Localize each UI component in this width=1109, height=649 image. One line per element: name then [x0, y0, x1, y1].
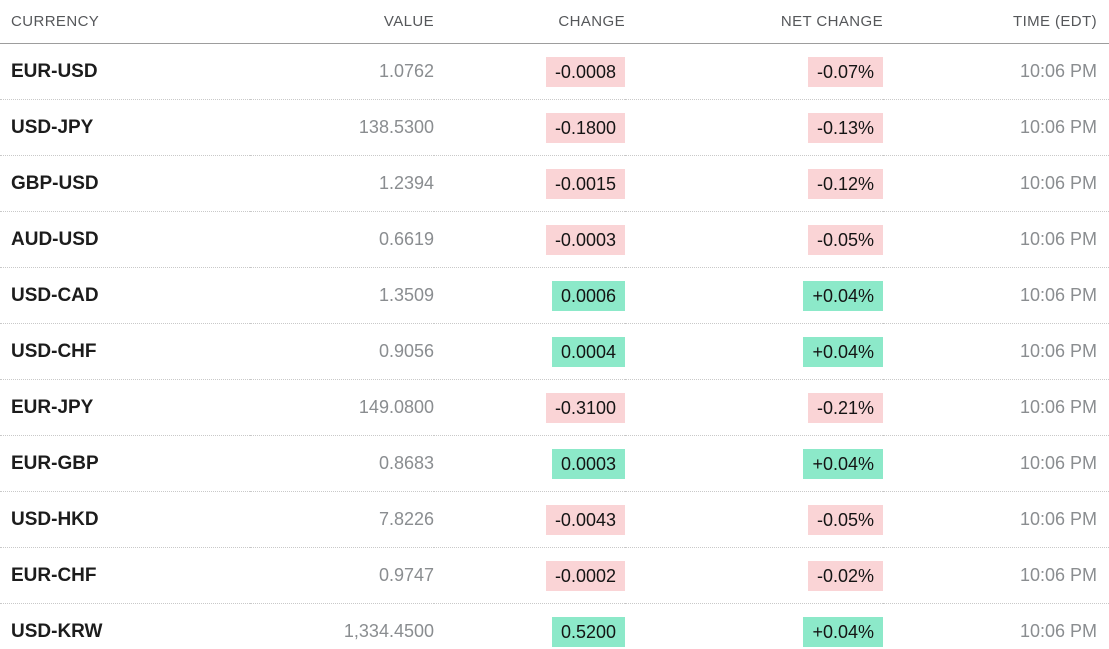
net-change-badge: -0.05% — [807, 224, 883, 255]
currency-pair-link[interactable]: EUR-CHF — [0, 547, 250, 604]
currency-pair-link[interactable]: USD-HKD — [0, 491, 250, 548]
net-change-badge: -0.05% — [807, 504, 883, 535]
change-cell: 0.0004 — [434, 323, 625, 380]
net-change-cell: -0.13% — [625, 99, 883, 156]
currency-pair-link[interactable]: EUR-GBP — [0, 435, 250, 492]
change-badge: 0.5200 — [551, 616, 625, 647]
net-change-cell: +0.04% — [625, 267, 883, 324]
value-cell: 1,334.4500 — [343, 621, 434, 641]
net-change-cell: +0.04% — [625, 604, 883, 649]
net-change-cell: -0.21% — [625, 379, 883, 436]
change-badge: -0.0008 — [545, 56, 625, 87]
currency-pair-link[interactable]: USD-CHF — [0, 323, 250, 380]
table-row: EUR-USD 1.0762 -0.0008 -0.07% 10:06 PM — [0, 43, 1109, 100]
change-cell: -0.1800 — [434, 99, 625, 156]
change-cell: 0.5200 — [434, 604, 625, 649]
net-change-badge: +0.04% — [803, 280, 883, 311]
column-header-time: TIME (EDT) — [883, 0, 1109, 44]
net-change-cell: -0.12% — [625, 155, 883, 212]
currency-pair-link[interactable]: GBP-USD — [0, 155, 250, 212]
net-change-badge: -0.07% — [807, 56, 883, 87]
time-cell: 10:06 PM — [883, 491, 1109, 548]
change-badge: 0.0004 — [551, 336, 625, 367]
currency-pair-link[interactable]: EUR-USD — [0, 43, 250, 100]
column-header-currency: CURRENCY — [0, 0, 250, 44]
table-header: CURRENCY VALUE CHANGE NET CHANGE TIME (EDT) — [0, 0, 1109, 44]
change-badge: -0.3100 — [545, 392, 625, 423]
table-row: AUD-USD 0.6619 -0.0003 -0.05% 10:06 PM — [0, 211, 1109, 268]
net-change-cell: -0.05% — [625, 211, 883, 268]
change-cell: 0.0006 — [434, 267, 625, 324]
net-change-badge: -0.12% — [807, 168, 883, 199]
table-row: USD-CAD 1.3509 0.0006 +0.04% 10:06 PM — [0, 267, 1109, 324]
time-cell: 10:06 PM — [883, 43, 1109, 100]
column-header-change: CHANGE — [434, 0, 625, 44]
table-row: USD-CHF 0.9056 0.0004 +0.04% 10:06 PM — [0, 323, 1109, 380]
currency-pair-link[interactable]: AUD-USD — [0, 211, 250, 268]
table-row: EUR-JPY 149.0800 -0.3100 -0.21% 10:06 PM — [0, 379, 1109, 436]
change-cell: -0.0003 — [434, 211, 625, 268]
time-cell: 10:06 PM — [883, 435, 1109, 492]
currency-pair-link[interactable]: USD-KRW — [11, 620, 103, 642]
net-change-badge: -0.13% — [807, 112, 883, 143]
time-cell: 10:06 PM — [883, 547, 1109, 604]
table-row: USD-JPY 138.5300 -0.1800 -0.13% 10:06 PM — [0, 99, 1109, 156]
time-cell: 10:06 PM — [883, 155, 1109, 212]
net-change-cell: -0.02% — [625, 547, 883, 604]
currency-pair-link[interactable]: EUR-JPY — [0, 379, 250, 436]
change-badge: 0.0006 — [551, 280, 625, 311]
value-cell: 1.2394 — [250, 155, 434, 212]
time-cell: 10:06 PM — [1019, 621, 1097, 641]
change-cell: -0.0008 — [434, 43, 625, 100]
column-header-net_change: NET CHANGE — [625, 0, 883, 44]
currency-pair-link[interactable]: USD-JPY — [0, 99, 250, 156]
table-row: USD-HKD 7.8226 -0.0043 -0.05% 10:06 PM — [0, 491, 1109, 548]
change-badge: -0.1800 — [545, 112, 625, 143]
header-row: CURRENCY VALUE CHANGE NET CHANGE TIME (EDT) — [0, 0, 1109, 44]
change-cell: -0.0043 — [434, 491, 625, 548]
net-change-cell: -0.07% — [625, 43, 883, 100]
change-cell: -0.0015 — [434, 155, 625, 212]
time-cell: 10:06 PM — [883, 323, 1109, 380]
net-change-cell: +0.04% — [625, 323, 883, 380]
net-change-cell: +0.04% — [625, 435, 883, 492]
change-badge: -0.0043 — [545, 504, 625, 535]
currency-pair-link[interactable]: USD-CAD — [0, 267, 250, 324]
value-cell: 1.3509 — [250, 267, 434, 324]
value-cell: 1.0762 — [250, 43, 434, 100]
change-badge: 0.0003 — [551, 448, 625, 479]
time-cell: 10:06 PM — [883, 267, 1109, 324]
value-cell: 0.8683 — [250, 435, 434, 492]
value-cell: 0.9747 — [250, 547, 434, 604]
value-cell: 7.8226 — [250, 491, 434, 548]
net-change-badge: +0.04% — [803, 616, 883, 647]
net-change-badge: +0.04% — [803, 336, 883, 367]
time-cell: 10:06 PM — [883, 211, 1109, 268]
value-cell: 138.5300 — [250, 99, 434, 156]
change-cell: -0.3100 — [434, 379, 625, 436]
net-change-badge: -0.02% — [807, 560, 883, 591]
net-change-cell: -0.05% — [625, 491, 883, 548]
value-cell: 0.6619 — [250, 211, 434, 268]
change-badge: -0.0015 — [545, 168, 625, 199]
table-row: EUR-GBP 0.8683 0.0003 +0.04% 10:06 PM — [0, 435, 1109, 492]
net-change-badge: +0.04% — [803, 448, 883, 479]
table-row: USD-KRW 1,334.4500 0.5200 +0.04% 10:06 P… — [0, 604, 1109, 649]
value-cell: 149.0800 — [250, 379, 434, 436]
table-row: EUR-CHF 0.9747 -0.0002 -0.02% 10:06 PM — [0, 547, 1109, 604]
change-badge: -0.0003 — [545, 224, 625, 255]
change-badge: -0.0002 — [545, 560, 625, 591]
time-cell: 10:06 PM — [883, 99, 1109, 156]
change-cell: 0.0003 — [434, 435, 625, 492]
value-cell: 0.9056 — [250, 323, 434, 380]
column-header-value: VALUE — [250, 0, 434, 44]
change-cell: -0.0002 — [434, 547, 625, 604]
table-body: EUR-USD 1.0762 -0.0008 -0.07% 10:06 PM U… — [0, 43, 1109, 649]
table-row: GBP-USD 1.2394 -0.0015 -0.12% 10:06 PM — [0, 155, 1109, 212]
net-change-badge: -0.21% — [807, 392, 883, 423]
time-cell: 10:06 PM — [883, 379, 1109, 436]
